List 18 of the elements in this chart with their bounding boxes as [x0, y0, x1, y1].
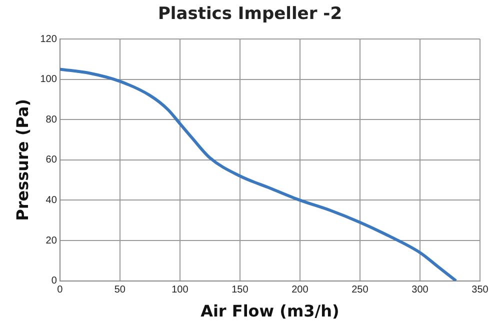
y-tick-label: 20 [46, 235, 58, 246]
y-tick-label: 40 [46, 194, 58, 206]
chart-title: Plastics Impeller -2 [156, 4, 344, 24]
x-tick-label: 250 [352, 284, 369, 296]
x-tick-label: 200 [292, 284, 309, 296]
x-tick-label: 300 [412, 284, 429, 296]
y-tick-label: 120 [40, 34, 58, 45]
y-tick-label: 0 [51, 276, 58, 287]
y-tick-label: 80 [46, 114, 58, 126]
x-tick-label: 150 [232, 284, 249, 296]
x-axis-title: Air Flow (m3/h) [200, 302, 340, 321]
y-tick-label: 60 [46, 154, 58, 166]
x-tick-label: 350 [472, 284, 489, 296]
y-tick-label: 100 [40, 74, 58, 86]
y-axis-title: Pressure (Pa) [12, 98, 32, 221]
x-tick-label: 100 [172, 284, 189, 296]
x-tick-label: 50 [114, 284, 126, 296]
line-series [60, 68, 458, 281]
